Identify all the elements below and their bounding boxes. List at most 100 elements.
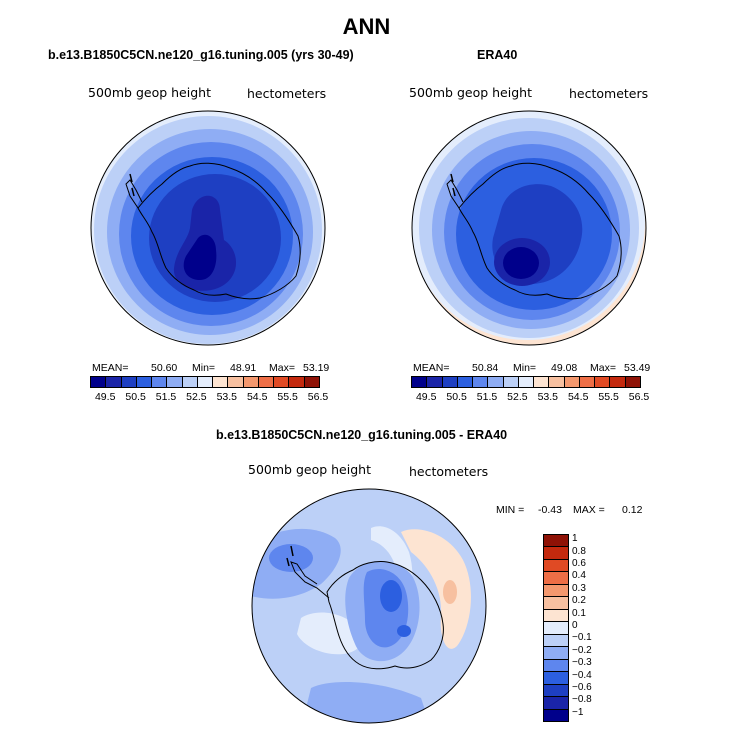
panel-1-mean-value: 50.60 bbox=[151, 362, 178, 374]
peninsula-coastline bbox=[290, 561, 330, 599]
colorbar-swatch bbox=[121, 377, 137, 387]
peninsula-coastline bbox=[446, 179, 464, 209]
map-band bbox=[183, 234, 217, 280]
colorbar-swatch bbox=[167, 377, 183, 387]
diff-variable-label: 500mb geop height bbox=[248, 462, 371, 477]
colorbar-swatch bbox=[457, 377, 474, 387]
colorbar-tick-label: 54.5 bbox=[246, 391, 268, 403]
colorbar-swatch bbox=[228, 377, 244, 387]
colorbar-swatch bbox=[304, 377, 319, 387]
diff-colorbar bbox=[543, 534, 569, 722]
colorbar-tick-label: 50.5 bbox=[125, 391, 146, 403]
colorbar-tick-label: −0.6 bbox=[572, 682, 592, 693]
colorbar-tick-label: 55.5 bbox=[277, 391, 298, 403]
colorbar-tick-label: 51.5 bbox=[155, 391, 177, 403]
colorbar-tick-label: 0 bbox=[572, 620, 578, 631]
colorbar-swatch bbox=[544, 535, 568, 548]
island-coastline bbox=[286, 545, 294, 567]
colorbar-swatch bbox=[544, 709, 568, 722]
colorbar-tick-label: −0.4 bbox=[572, 669, 592, 681]
diff-min-value: -0.43 bbox=[538, 504, 562, 516]
colorbar-tick-label: −1 bbox=[572, 706, 584, 718]
map-band bbox=[301, 682, 431, 723]
colorbar-swatch bbox=[152, 377, 168, 387]
panel-1-min-value: 48.91 bbox=[230, 362, 257, 374]
panel-2-title: ERA40 bbox=[477, 48, 518, 62]
colorbar-swatch bbox=[544, 672, 568, 685]
panel-1-mean-label: MEAN= bbox=[92, 362, 129, 374]
colorbar-tick-label: 51.5 bbox=[476, 391, 498, 403]
colorbar-swatch bbox=[136, 377, 153, 387]
figure-title: ANN bbox=[342, 14, 391, 39]
antarctica-coastline bbox=[137, 162, 301, 300]
colorbar-tick-label: 53.5 bbox=[537, 391, 559, 403]
colorbar-swatch bbox=[564, 377, 580, 387]
diff-panel-title: b.e13.B1850C5CN.ne120_g16.tuning.005 - E… bbox=[216, 428, 508, 442]
island-coastline bbox=[129, 173, 135, 197]
antarctica-coastline bbox=[326, 561, 444, 670]
panel-2-units-label: hectometers bbox=[569, 86, 649, 101]
colorbar-tick-label: 52.5 bbox=[507, 391, 528, 403]
colorbar-tick-label: −0.3 bbox=[572, 657, 592, 669]
colorbar-swatch bbox=[544, 659, 568, 673]
panel-1-polar-map bbox=[90, 110, 326, 346]
colorbar-swatch bbox=[544, 697, 568, 710]
colorbar-swatch bbox=[579, 377, 596, 387]
panel-1-colorbar bbox=[90, 376, 320, 388]
colorbar-swatch bbox=[503, 377, 519, 387]
diff-polar-map bbox=[251, 488, 487, 724]
colorbar-swatch bbox=[544, 634, 568, 648]
colorbar-tick-label: 0.1 bbox=[572, 607, 586, 619]
colorbar-tick-label: 49.5 bbox=[415, 391, 437, 403]
colorbar-tick-label: 56.5 bbox=[307, 391, 329, 403]
diff-min-label: MIN = bbox=[496, 504, 525, 516]
peninsula-coastline bbox=[125, 179, 143, 209]
colorbar-tick-label: −0.2 bbox=[572, 644, 592, 656]
colorbar-swatch bbox=[427, 377, 443, 387]
map-band bbox=[297, 612, 364, 655]
panel-2-mean-value: 50.84 bbox=[472, 362, 499, 374]
colorbar-tick-label: 53.5 bbox=[216, 391, 238, 403]
panel-1-units-label: hectometers bbox=[247, 86, 327, 101]
colorbar-tick-label: 0.6 bbox=[572, 558, 586, 569]
diff-max-value: 0.12 bbox=[622, 504, 643, 516]
colorbar-tick-label: 55.5 bbox=[598, 391, 619, 403]
colorbar-swatch bbox=[625, 377, 640, 387]
panel-1-max-value: 53.19 bbox=[303, 362, 330, 374]
colorbar-swatch bbox=[442, 377, 458, 387]
colorbar-swatch bbox=[610, 377, 626, 387]
map-band bbox=[443, 580, 457, 604]
map-boundary bbox=[90, 110, 326, 346]
colorbar-swatch bbox=[534, 377, 550, 387]
colorbar-swatch bbox=[544, 572, 568, 585]
colorbar-swatch bbox=[544, 584, 568, 598]
map-boundary bbox=[411, 110, 647, 346]
colorbar-swatch bbox=[274, 377, 290, 387]
colorbar-tick-label: 49.5 bbox=[94, 391, 116, 403]
diff-units-label: hectometers bbox=[409, 464, 489, 479]
panel-1-min-label: Min= bbox=[192, 362, 216, 374]
colorbar-swatch bbox=[258, 377, 275, 387]
colorbar-tick-label: 54.5 bbox=[567, 391, 589, 403]
colorbar-swatch bbox=[595, 377, 611, 387]
colorbar-tick-label: 0.4 bbox=[572, 570, 586, 582]
panel-2-min-label: Min= bbox=[513, 362, 537, 374]
colorbar-swatch bbox=[549, 377, 565, 387]
panel-2-max-value: 53.49 bbox=[624, 362, 651, 374]
colorbar-swatch bbox=[412, 377, 428, 387]
island-coastline bbox=[450, 173, 456, 197]
colorbar-swatch bbox=[106, 377, 122, 387]
colorbar-swatch bbox=[473, 377, 489, 387]
colorbar-tick-label: 0.3 bbox=[572, 582, 586, 594]
colorbar-swatch bbox=[544, 622, 568, 635]
panel-2-max-label: Max= bbox=[590, 362, 616, 374]
panel-2-polar-map bbox=[411, 110, 647, 346]
colorbar-tick-label: 56.5 bbox=[628, 391, 650, 403]
colorbar-swatch bbox=[91, 377, 107, 387]
panel-2-min-value: 49.08 bbox=[551, 362, 578, 374]
colorbar-swatch bbox=[544, 684, 568, 698]
colorbar-swatch bbox=[518, 377, 535, 387]
panel-2-colorbar bbox=[411, 376, 641, 388]
panel-2-mean-label: MEAN= bbox=[413, 362, 450, 374]
colorbar-tick-label: 1 bbox=[572, 533, 578, 545]
